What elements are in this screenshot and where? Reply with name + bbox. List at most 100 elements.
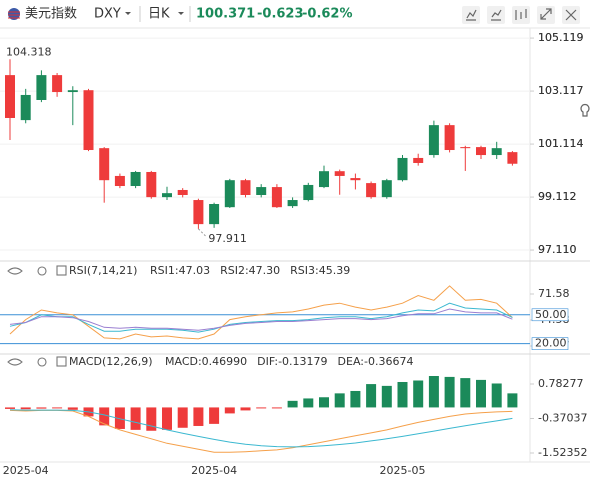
series-line <box>9 308 513 331</box>
level-badge <box>531 308 569 322</box>
series-line <box>9 409 513 448</box>
candle-body <box>271 187 282 208</box>
candle-body <box>130 171 141 187</box>
y-tick-label: 101.114 <box>538 137 584 150</box>
histogram-bar <box>130 407 141 430</box>
histogram-bar <box>507 393 518 408</box>
eye-icon[interactable] <box>7 267 23 275</box>
high-annotation: 104.318 <box>6 45 52 58</box>
dropdown-arrow[interactable] <box>125 12 131 15</box>
last-price: 100.371 <box>196 7 255 22</box>
histogram-bar <box>224 407 235 414</box>
candle-body <box>460 147 471 149</box>
histogram-bar <box>366 384 377 408</box>
hint-icon[interactable] <box>580 104 590 117</box>
tool-icon[interactable] <box>565 9 577 21</box>
candle-body <box>240 180 251 196</box>
y-tick-label: 71.58 <box>538 287 570 300</box>
y-tick-label: 99.112 <box>538 190 577 203</box>
candle-body <box>193 200 204 225</box>
candle-body <box>507 152 518 164</box>
tool-icon[interactable] <box>491 9 502 21</box>
histogram-bar <box>162 407 172 430</box>
candle-body <box>366 183 377 198</box>
dropdown-arrow[interactable] <box>178 12 184 15</box>
symbol-name[interactable]: 美元指数 <box>25 7 77 22</box>
low-leader <box>198 228 207 238</box>
legend-entry: DEA:-0.36674 <box>338 355 414 368</box>
candle-body <box>476 147 486 156</box>
tool-button[interactable] <box>462 6 480 24</box>
histogram-bar <box>381 385 392 408</box>
x-tick-label: 2025-05 <box>380 464 426 477</box>
y-tick-label: 105.119 <box>538 31 584 44</box>
candle-body <box>224 180 235 208</box>
candle-body <box>177 189 188 196</box>
histogram-bar <box>476 379 486 408</box>
y-tick-label: 103.117 <box>538 84 584 97</box>
x-tick-label: 2025-04 <box>191 464 237 477</box>
toolbar <box>462 6 590 117</box>
y-tick-label: -1.52352 <box>538 446 587 459</box>
level-label: 20.00 <box>535 337 567 350</box>
candle-body <box>334 171 345 176</box>
legend-entry: RSI2:47.30 <box>220 264 280 277</box>
histogram-bar <box>209 407 220 424</box>
settings-icon[interactable] <box>37 266 47 276</box>
candle-body <box>303 184 314 201</box>
candle-body <box>5 75 15 118</box>
flag-icon <box>8 8 20 20</box>
y-tick-label: 105.119 <box>538 31 584 44</box>
series-line <box>9 285 513 340</box>
histogram-bar <box>146 407 157 431</box>
symbol-code[interactable]: DXY <box>94 7 121 22</box>
y-tick-label: 0.78277 <box>538 377 584 390</box>
y-tick-label: 103.117 <box>538 84 584 97</box>
candle-body <box>52 75 63 93</box>
tool-button[interactable] <box>487 6 505 24</box>
histogram-bar <box>303 398 314 408</box>
candle-body <box>67 90 78 93</box>
series-line <box>9 302 513 333</box>
candle-body <box>444 125 455 151</box>
candle-body <box>428 125 439 156</box>
tool-icon[interactable] <box>466 9 477 21</box>
tool-icon[interactable] <box>540 8 552 20</box>
histogram-bar <box>67 407 78 410</box>
y-tick-label: 97.110 <box>538 243 577 256</box>
candle-body <box>491 148 502 156</box>
legend-entry: DIF:-0.13179 <box>257 355 327 368</box>
tool-icon[interactable] <box>515 9 527 20</box>
candle-body <box>319 171 329 188</box>
period[interactable]: 日K <box>148 7 170 22</box>
histogram-bar <box>491 383 502 408</box>
histogram-bar <box>5 407 15 409</box>
histogram-bar <box>99 407 110 426</box>
histogram-bar <box>319 397 329 408</box>
candle-body <box>146 171 157 198</box>
settings-icon[interactable] <box>37 357 47 367</box>
histogram-bar <box>20 407 31 410</box>
candle-body <box>20 94 31 121</box>
candle-body <box>36 75 47 100</box>
histogram-bar <box>428 376 439 408</box>
candle-body <box>287 200 298 207</box>
x-tick-label: 2025-04 <box>3 464 49 477</box>
candle-body <box>256 187 267 196</box>
histogram-bar <box>460 378 471 408</box>
rsi-title: RSI(7,14,21) <box>69 264 137 277</box>
histogram-bar <box>36 407 47 409</box>
y-tick-label: 97.110 <box>538 243 577 256</box>
histogram-bar <box>271 407 282 409</box>
histogram-bar <box>240 407 251 411</box>
histogram-bar <box>177 407 188 428</box>
y-tick-label: 99.112 <box>538 190 577 203</box>
histogram-bar <box>334 393 345 408</box>
indicator-icon[interactable] <box>56 265 67 276</box>
eye-icon[interactable] <box>7 358 23 366</box>
legend-entry: RSI3:45.39 <box>290 264 350 277</box>
indicator-icon[interactable] <box>56 356 67 367</box>
level-badge <box>531 337 569 350</box>
macd-title: MACD(12,26,9) <box>69 355 153 368</box>
